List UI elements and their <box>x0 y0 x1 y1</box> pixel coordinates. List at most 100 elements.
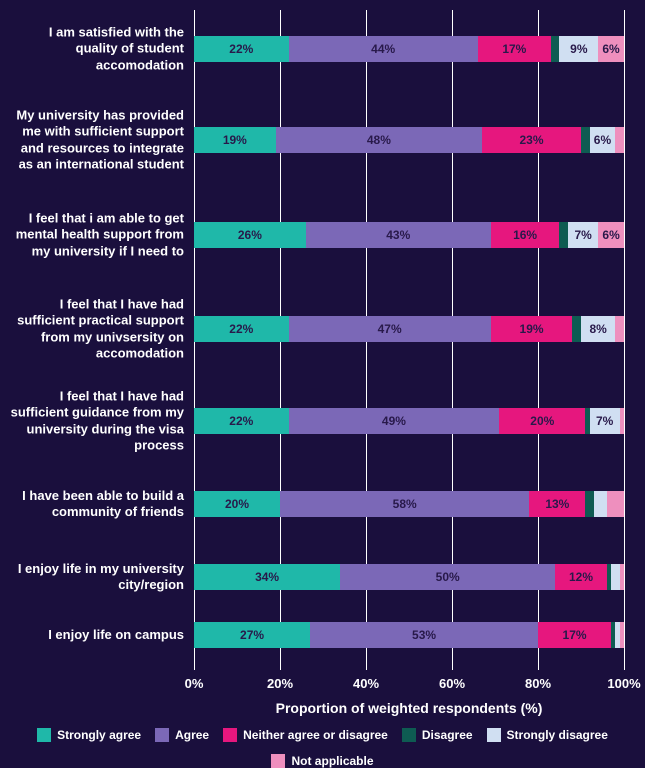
legend-swatch <box>155 728 169 742</box>
legend-swatch <box>223 728 237 742</box>
row-label: I feel that I have had sufficient guidan… <box>4 389 184 454</box>
bar-segment-value: 44% <box>371 42 395 56</box>
bar-row: 27% 53% 17% <box>194 622 624 648</box>
legend-item-strongly_disagree: Strongly disagree <box>487 728 608 742</box>
bar-row: 22% 44% 17% 9% 6% <box>194 36 624 62</box>
bar-segment-agree: 53% <box>310 622 538 648</box>
legend-label: Disagree <box>422 728 473 742</box>
bar-segment-neither: 13% <box>529 491 585 517</box>
bar-segment-strongly_agree: 22% <box>194 36 289 62</box>
bar-segment-disagree <box>581 127 590 153</box>
bar-segment-strongly_disagree <box>611 564 620 590</box>
bar-segment-value: 8% <box>589 322 606 336</box>
bar-segment-agree: 43% <box>306 222 491 248</box>
legend-item-strongly_agree: Strongly agree <box>37 728 141 742</box>
bar-row: 20% 58% 13% <box>194 491 624 517</box>
bar-segment-value: 6% <box>602 42 619 56</box>
plot-area: I am satisfied with the quality of stude… <box>194 10 624 670</box>
gridline <box>624 10 625 670</box>
row-label: I enjoy life on campus <box>4 627 184 643</box>
legend-swatch <box>402 728 416 742</box>
bar-segment-value: 7% <box>596 414 613 428</box>
bar-segment-value: 6% <box>602 228 619 242</box>
bar-segment-value: 13% <box>545 497 569 511</box>
legend-swatch <box>271 754 285 768</box>
row-label: I am satisfied with the quality of stude… <box>4 25 184 74</box>
row-label: My university has provided me with suffi… <box>4 108 184 173</box>
legend-swatch <box>487 728 501 742</box>
bar-segment-strongly_agree: 26% <box>194 222 306 248</box>
survey-stacked-bar-chart: I am satisfied with the quality of stude… <box>0 0 645 757</box>
x-tick-label: 40% <box>353 676 379 691</box>
x-tick-label: 80% <box>525 676 551 691</box>
bar-segment-not_applicable <box>615 316 624 342</box>
x-tick-label: 0% <box>185 676 204 691</box>
bar-segment-value: 47% <box>378 322 402 336</box>
legend-item-neither: Neither agree or disagree <box>223 728 388 742</box>
bar-row: 34% 50% 12% <box>194 564 624 590</box>
bar-segment-strongly_disagree <box>594 491 607 517</box>
row-label: I enjoy life in my university city/regio… <box>4 561 184 594</box>
x-tick-label: 100% <box>607 676 640 691</box>
bar-segment-agree: 47% <box>289 316 491 342</box>
bar-segment-value: 9% <box>570 42 587 56</box>
bar-segment-value: 23% <box>520 133 544 147</box>
bar-segment-disagree <box>559 222 568 248</box>
bar-row: 22% 49% 20% 7% <box>194 408 624 434</box>
bar-segment-value: 53% <box>412 628 436 642</box>
bar-segment-neither: 19% <box>491 316 573 342</box>
bar-segment-disagree <box>551 36 560 62</box>
bar-segment-strongly_disagree: 6% <box>590 127 616 153</box>
legend-label: Neither agree or disagree <box>243 728 388 742</box>
bar-segment-strongly_agree: 22% <box>194 408 289 434</box>
bar-segment-value: 27% <box>240 628 264 642</box>
legend-label: Agree <box>175 728 209 742</box>
row-label: I feel that I have had sufficient practi… <box>4 297 184 362</box>
bar-segment-strongly_disagree: 9% <box>559 36 598 62</box>
bar-segment-neither: 16% <box>491 222 560 248</box>
bar-segment-strongly_disagree: 7% <box>590 408 620 434</box>
bar-segment-neither: 20% <box>499 408 585 434</box>
bar-segment-strongly_agree: 34% <box>194 564 340 590</box>
x-axis-label: Proportion of weighted respondents (%) <box>194 700 624 716</box>
legend-label: Strongly agree <box>57 728 141 742</box>
legend: Strongly agree Agree Neither agree or disa… <box>0 728 645 768</box>
bar-segment-value: 58% <box>393 497 417 511</box>
bar-segment-value: 48% <box>367 133 391 147</box>
bar-segment-value: 26% <box>238 228 262 242</box>
bar-segment-value: 12% <box>569 570 593 584</box>
bar-segment-not_applicable: 6% <box>598 222 624 248</box>
bar-segment-neither: 17% <box>538 622 611 648</box>
bar-segment-neither: 23% <box>482 127 581 153</box>
bar-segment-strongly_agree: 27% <box>194 622 310 648</box>
legend-item-not_applicable: Not applicable <box>271 754 373 768</box>
bar-segment-value: 19% <box>520 322 544 336</box>
bar-segment-disagree <box>572 316 581 342</box>
bar-segment-disagree <box>585 491 594 517</box>
bar-segment-value: 34% <box>255 570 279 584</box>
bar-segment-agree: 50% <box>340 564 555 590</box>
bar-segment-not_applicable <box>620 408 624 434</box>
bar-segment-agree: 49% <box>289 408 500 434</box>
x-tick-label: 60% <box>439 676 465 691</box>
bar-row: 26% 43% 16% 7% 6% <box>194 222 624 248</box>
bar-segment-not_applicable: 6% <box>598 36 624 62</box>
bar-segment-neither: 17% <box>478 36 551 62</box>
bar-segment-strongly_agree: 20% <box>194 491 280 517</box>
row-label: I have been able to build a community of… <box>4 488 184 521</box>
bar-segment-value: 16% <box>513 228 537 242</box>
bar-segment-value: 6% <box>594 133 611 147</box>
bar-segment-not_applicable <box>615 127 624 153</box>
x-tick-label: 20% <box>267 676 293 691</box>
bar-segment-value: 49% <box>382 414 406 428</box>
bar-segment-strongly_disagree: 8% <box>581 316 615 342</box>
bar-segment-value: 43% <box>386 228 410 242</box>
legend-label: Strongly disagree <box>507 728 608 742</box>
bar-row: 22% 47% 19% 8% <box>194 316 624 342</box>
legend-swatch <box>37 728 51 742</box>
bar-segment-strongly_agree: 22% <box>194 316 289 342</box>
bar-segment-not_applicable <box>607 491 624 517</box>
bar-segment-not_applicable <box>620 564 624 590</box>
bar-segment-strongly_disagree: 7% <box>568 222 598 248</box>
bar-segment-not_applicable <box>620 622 624 648</box>
